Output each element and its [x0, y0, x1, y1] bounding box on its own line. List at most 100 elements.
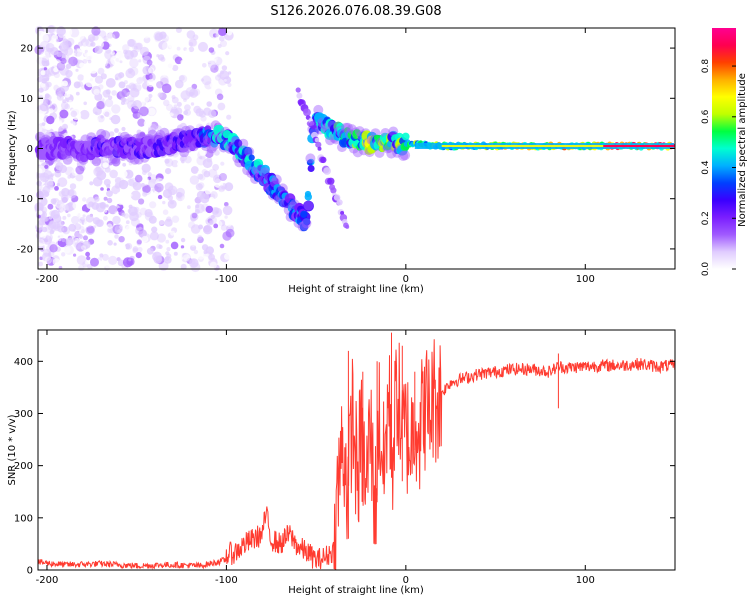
heatmap-noise-cell: [197, 235, 203, 240]
heatmap-noise-cell: [74, 223, 82, 231]
heatmap-secondary-cell: [333, 194, 341, 201]
spectrogram-y-tick-label: 20: [20, 44, 33, 55]
heatmap-noise-cell: [141, 28, 152, 39]
heatmap-noise-cell: [102, 162, 109, 169]
heatmap-noise-cell: [197, 236, 204, 244]
heatmap-noise-cell: [227, 71, 232, 75]
heatmap-noise-cell: [163, 228, 168, 233]
heatmap-noise-cell: [106, 190, 113, 198]
snr-x-tick-label: 0: [403, 575, 409, 586]
heatmap-noise-cell: [74, 53, 78, 57]
heatmap-noise-cell: [85, 214, 94, 223]
heatmap-noise-cell: [129, 193, 133, 197]
heatmap-noise-cell: [90, 43, 94, 47]
heatmap-noise-cell: [135, 42, 143, 50]
heatmap-noise-cell: [138, 59, 142, 63]
heatmap-noise-cell: [197, 252, 205, 260]
heatmap-noise-cell: [420, 192, 425, 197]
heatmap-noise-cell: [38, 261, 43, 267]
heatmap-noise-cell: [125, 242, 133, 250]
heatmap-noise-cell: [183, 254, 191, 261]
heatmap-noise-cell: [70, 110, 78, 118]
heatmap-noise-cell: [210, 214, 215, 220]
heatmap-noise-cell: [46, 115, 55, 125]
heatmap-noise-cell: [47, 180, 54, 188]
heatmap-noise-cell: [222, 205, 233, 216]
heatmap-noise-cell: [171, 95, 176, 100]
heatmap-noise-cell: [592, 36, 596, 40]
heatmap-noise-cell: [104, 262, 111, 269]
heatmap-noise-cell: [217, 260, 227, 270]
snr-y-label: SNR (10 * v/v): [7, 414, 18, 485]
heatmap-noise-cell: [131, 200, 136, 205]
heatmap-noise-cell: [138, 165, 142, 169]
heatmap-noise-cell: [122, 158, 126, 162]
heatmap-noise-cell: [112, 31, 120, 39]
heatmap-halo-cell: [301, 218, 312, 229]
heatmap-noise-cell: [75, 91, 80, 96]
heatmap-noise-cell: [142, 222, 152, 232]
heatmap-halo-cell: [96, 128, 107, 139]
heatmap-noise-cell: [222, 238, 231, 247]
heatmap-noise-cell: [576, 179, 579, 182]
heatmap-noise-cell: [181, 210, 189, 218]
heatmap-noise-cell: [633, 98, 636, 101]
heatmap-noise-cell: [127, 178, 135, 186]
heatmap-noise-cell: [193, 249, 199, 255]
heatmap-noise-cell: [212, 164, 220, 171]
heatmap-noise-cell: [104, 111, 110, 117]
heatmap-noise-cell: [121, 88, 130, 97]
heatmap-noise-cell: [56, 93, 64, 101]
heatmap-noise-cell: [101, 253, 109, 261]
heatmap-noise-cell: [214, 230, 222, 238]
heatmap-noise-cell: [256, 218, 263, 225]
colorbar-tick-label: 0.6: [701, 109, 711, 124]
snr-x-tick-label: -200: [36, 575, 59, 586]
heatmap-noise-cell: [103, 35, 109, 41]
heatmap-noise-cell: [58, 206, 64, 213]
heatmap-noise-cell: [188, 46, 195, 53]
heatmap-noise-cell: [156, 125, 162, 131]
heatmap-noise-cell: [117, 259, 125, 267]
heatmap-noise-cell: [219, 243, 225, 249]
heatmap-noise-cell: [203, 225, 213, 235]
heatmap-noise-cell: [224, 150, 231, 156]
heatmap-noise-cell: [111, 97, 122, 107]
heatmap-noise-cell: [154, 190, 158, 195]
heatmap-halo-cell: [179, 147, 190, 158]
heatmap-noise-cell: [217, 44, 222, 48]
heatmap-noise-cell: [36, 172, 45, 181]
heatmap-noise-cell: [39, 172, 50, 183]
heatmap-noise-cell: [61, 190, 65, 195]
heatmap-noise-cell: [161, 212, 165, 217]
heatmap-band-core: [441, 145, 674, 147]
heatmap-noise-cell: [209, 196, 215, 203]
heatmap-secondary-cell: [309, 121, 315, 126]
heatmap-noise-cell: [64, 103, 71, 110]
snr-y-axis: 0 100 200 300 400: [14, 357, 675, 577]
heatmap-noise-cell: [48, 216, 53, 220]
heatmap-noise-cell: [44, 70, 52, 78]
heatmap-noise-cell: [96, 170, 107, 181]
heatmap-noise-cell: [47, 25, 55, 34]
heatmap-noise-cell: [212, 207, 223, 218]
heatmap-noise-cell: [195, 108, 204, 117]
heatmap-noise-cell: [148, 67, 155, 74]
heatmap-noise-cell: [286, 139, 291, 144]
heatmap-noise-cell: [166, 62, 174, 70]
heatmap-noise-cell: [93, 88, 100, 96]
heatmap-noise-cell: [141, 94, 150, 103]
heatmap-noise-cell: [599, 211, 603, 215]
heatmap-noise-cell: [94, 45, 103, 54]
heatmap-noise-cell: [88, 64, 98, 74]
heatmap-noise-cell: [108, 255, 118, 265]
heatmap-noise-cell: [63, 246, 71, 254]
heatmap-noise-cell: [84, 49, 88, 53]
heatmap-noise-cell: [196, 155, 206, 166]
heatmap-noise-cell: [117, 243, 127, 253]
heatmap-noise-cell: [162, 209, 169, 215]
heatmap-noise-cell: [166, 104, 173, 111]
heatmap-noise-cell: [95, 60, 102, 66]
heatmap-noise-cell: [220, 70, 225, 75]
heatmap-secondary-cell: [327, 177, 335, 185]
